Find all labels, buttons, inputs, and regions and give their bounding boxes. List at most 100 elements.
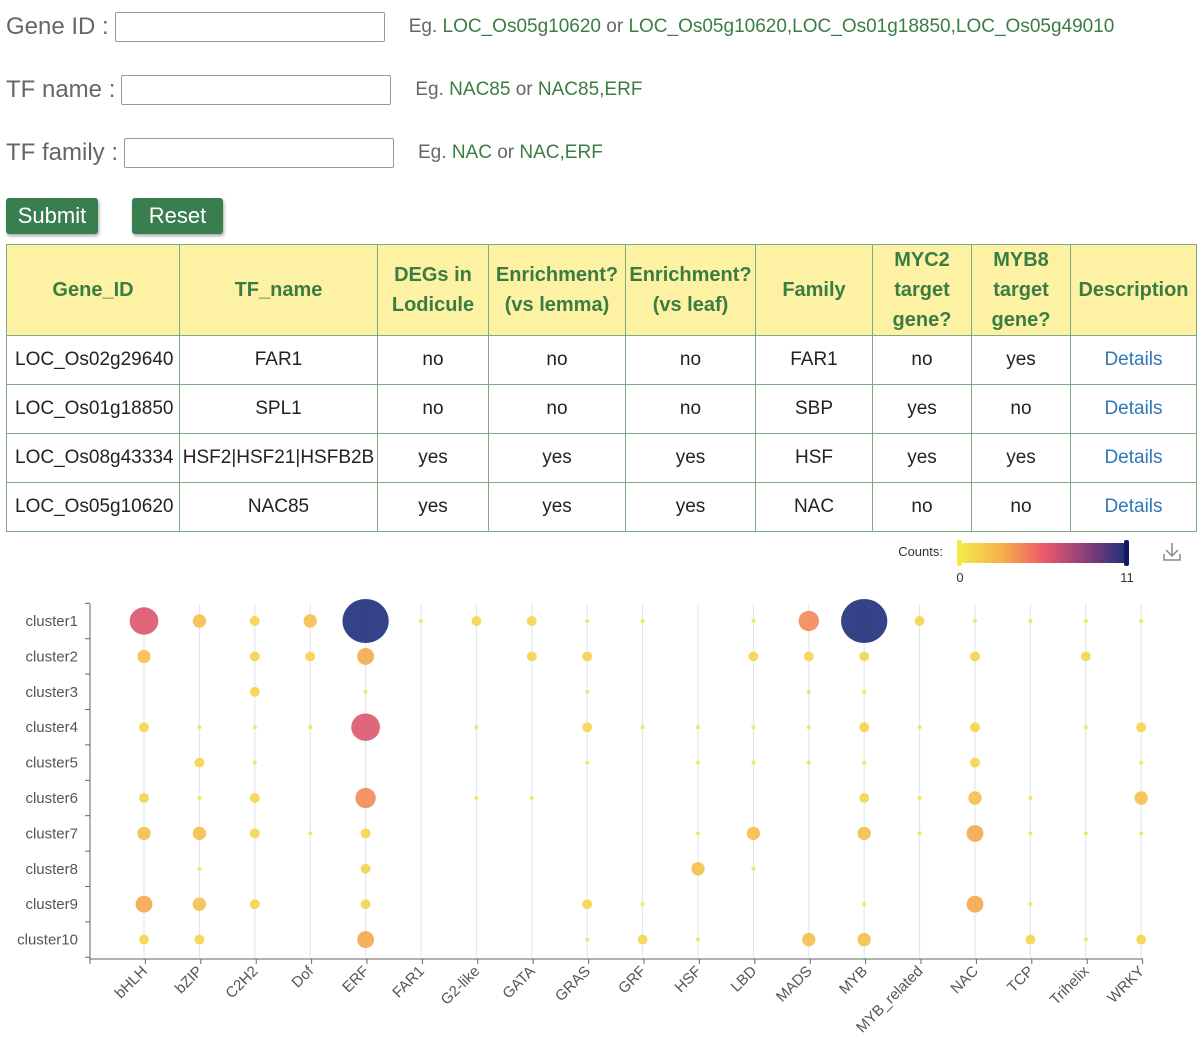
header-text: Lodicule <box>391 294 475 316</box>
cell-tf-name: SPL1 <box>179 384 378 434</box>
bubble-cluster1-bZIP <box>192 614 207 628</box>
bubble-cluster5-HSF <box>696 760 700 765</box>
tf-family-input[interactable] <box>124 138 394 168</box>
bubble-cluster8-bZIP <box>197 866 202 871</box>
y-tick-label: cluster5 <box>25 755 78 772</box>
details-link[interactable]: Details <box>1104 496 1163 517</box>
cell-enrichment-leaf: no <box>625 335 756 385</box>
bubble-cluster10-MADS <box>802 932 816 947</box>
header-gene-id: Gene_ID <box>6 244 180 336</box>
bubble-cluster7-MYB <box>857 826 871 841</box>
header-myb8-target: MYB8 target gene? <box>971 244 1071 336</box>
y-tick-label: cluster1 <box>25 613 78 630</box>
x-tick-label: GATA <box>499 963 538 1002</box>
x-tick-label: C2H2 <box>222 963 261 1002</box>
details-link[interactable]: Details <box>1104 349 1163 370</box>
bubble-cluster1-Trihelix <box>1083 619 1088 623</box>
bubble-cluster6-MYB_related <box>917 796 922 800</box>
bubble-cluster5-MADS <box>806 760 811 765</box>
x-tick-label: Trihelix <box>1047 962 1093 1008</box>
y-tick-label: cluster2 <box>25 648 78 665</box>
bubble-cluster1-MADS <box>798 610 819 632</box>
legend-title: Counts: <box>898 544 943 559</box>
bubble-cluster1-GRAS <box>585 619 590 623</box>
bubble-cluster6-ERF <box>355 787 376 809</box>
bubble-cluster1-bHLH <box>129 607 159 635</box>
bubble-cluster1-TCP <box>1028 619 1033 623</box>
cell-gene-id: LOC_Os02g29640 <box>6 335 180 385</box>
bubble-cluster7-Trihelix <box>1083 831 1088 836</box>
bubble-cluster5-WRKY <box>1139 760 1144 765</box>
tf-family-row: TF family : Eg. NAC or NAC,ERF <box>6 136 603 170</box>
bubble-cluster6-MYB <box>859 793 870 803</box>
tf-family-example: Eg. NAC or NAC,ERF <box>418 142 603 163</box>
bubble-cluster4-HSF <box>696 725 700 730</box>
bubble-cluster7-HSF <box>696 831 700 836</box>
bubble-cluster4-G2-like <box>474 725 479 730</box>
bubble-cluster6-NAC <box>968 791 982 805</box>
cell-enrichment-leaf: yes <box>625 433 756 483</box>
cell-description: Details <box>1070 482 1197 532</box>
cell-degs-lodicule: no <box>377 335 489 385</box>
bubble-cluster9-GRF <box>640 902 645 907</box>
cell-description: Details <box>1070 384 1197 434</box>
y-tick-label: cluster9 <box>25 896 78 913</box>
bubble-cluster6-C2H2 <box>249 793 260 803</box>
bubble-cluster6-GATA <box>529 796 534 800</box>
details-link[interactable]: Details <box>1104 447 1163 468</box>
bubble-cluster7-C2H2 <box>249 828 260 839</box>
bubble-cluster1-MYB_related <box>914 616 925 626</box>
download-icon[interactable] <box>1163 543 1181 561</box>
bubble-cluster10-MYB <box>857 932 871 947</box>
x-tick-label: G2-like <box>438 963 484 1009</box>
bubble-cluster9-NAC <box>966 895 984 913</box>
x-tick-label: ERF <box>339 963 372 996</box>
bubble-chart: Counts: 0 11 cluster1 cluster2 cluster3 cluste… <box>17 540 1181 1036</box>
submit-button[interactable]: Submit <box>6 198 98 234</box>
bubble-cluster5-C2H2 <box>252 760 257 765</box>
details-link[interactable]: Details <box>1104 398 1163 419</box>
bubble-cluster1-GRF <box>640 619 645 623</box>
bubble-cluster2-Dof <box>305 651 316 662</box>
bubble-cluster2-NAC <box>970 651 980 662</box>
tf-name-input[interactable] <box>121 75 392 105</box>
bubble-cluster10-GRAS <box>585 937 590 942</box>
bubble-cluster10-WRKY <box>1136 934 1147 945</box>
x-tick-label: TCP <box>1004 963 1037 996</box>
cell-description: Details <box>1070 335 1197 385</box>
bubble-cluster9-MYB <box>862 902 867 907</box>
bubble-cluster6-bZIP <box>197 796 202 800</box>
bubble-cluster7-bZIP <box>192 826 207 841</box>
bubble-cluster5-bZIP <box>194 757 205 768</box>
x-tick-label: WRKY <box>1104 963 1148 1007</box>
gene-id-input[interactable] <box>114 12 385 42</box>
header-enrichment-lemma: Enrichment? (vs lemma) <box>488 244 626 336</box>
bubble-cluster2-MYB <box>859 651 870 662</box>
cell-enrichment-lemma: no <box>488 335 626 385</box>
bubble-cluster2-bHLH <box>137 649 151 664</box>
bubble-cluster1-LBD <box>751 619 756 623</box>
legend-handle-min <box>957 540 962 566</box>
bubble-cluster9-TCP <box>1028 902 1033 907</box>
cell-gene-id: LOC_Os01g18850 <box>6 384 180 434</box>
cell-degs-lodicule: yes <box>377 482 489 532</box>
bubble-cluster9-GRAS <box>582 899 593 910</box>
x-tick-label: bZIP <box>172 963 206 997</box>
bubble-cluster3-MYB <box>862 689 867 694</box>
x-tick-label: NAC <box>947 963 982 998</box>
table-row: LOC_Os05g10620 NAC85 yes yes yes NAC no no Detai… <box>6 482 1197 532</box>
x-tick-label: GRAS <box>552 963 594 1005</box>
results-table: Gene_ID TF_name DEGs in Lodicule Enrichment?… <box>6 244 1197 532</box>
x-tick-label: HSF <box>672 963 705 996</box>
header-text: DEGs in <box>394 264 472 286</box>
bubble-cluster2-GATA <box>526 651 537 662</box>
cell-myc2-target: yes <box>872 433 972 483</box>
header-family: Family <box>755 244 873 336</box>
legend-gradient-bar <box>960 543 1127 563</box>
reset-button[interactable]: Reset <box>132 198 223 234</box>
header-tf-name: TF_name <box>179 244 378 336</box>
bubble-cluster3-ERF <box>363 689 368 694</box>
table-row: LOC_Os02g29640 FAR1 no no no FAR1 no yes Details <box>6 335 1197 385</box>
bubble-cluster8-LBD <box>751 866 756 871</box>
tf-name-label: TF name : <box>6 76 116 103</box>
